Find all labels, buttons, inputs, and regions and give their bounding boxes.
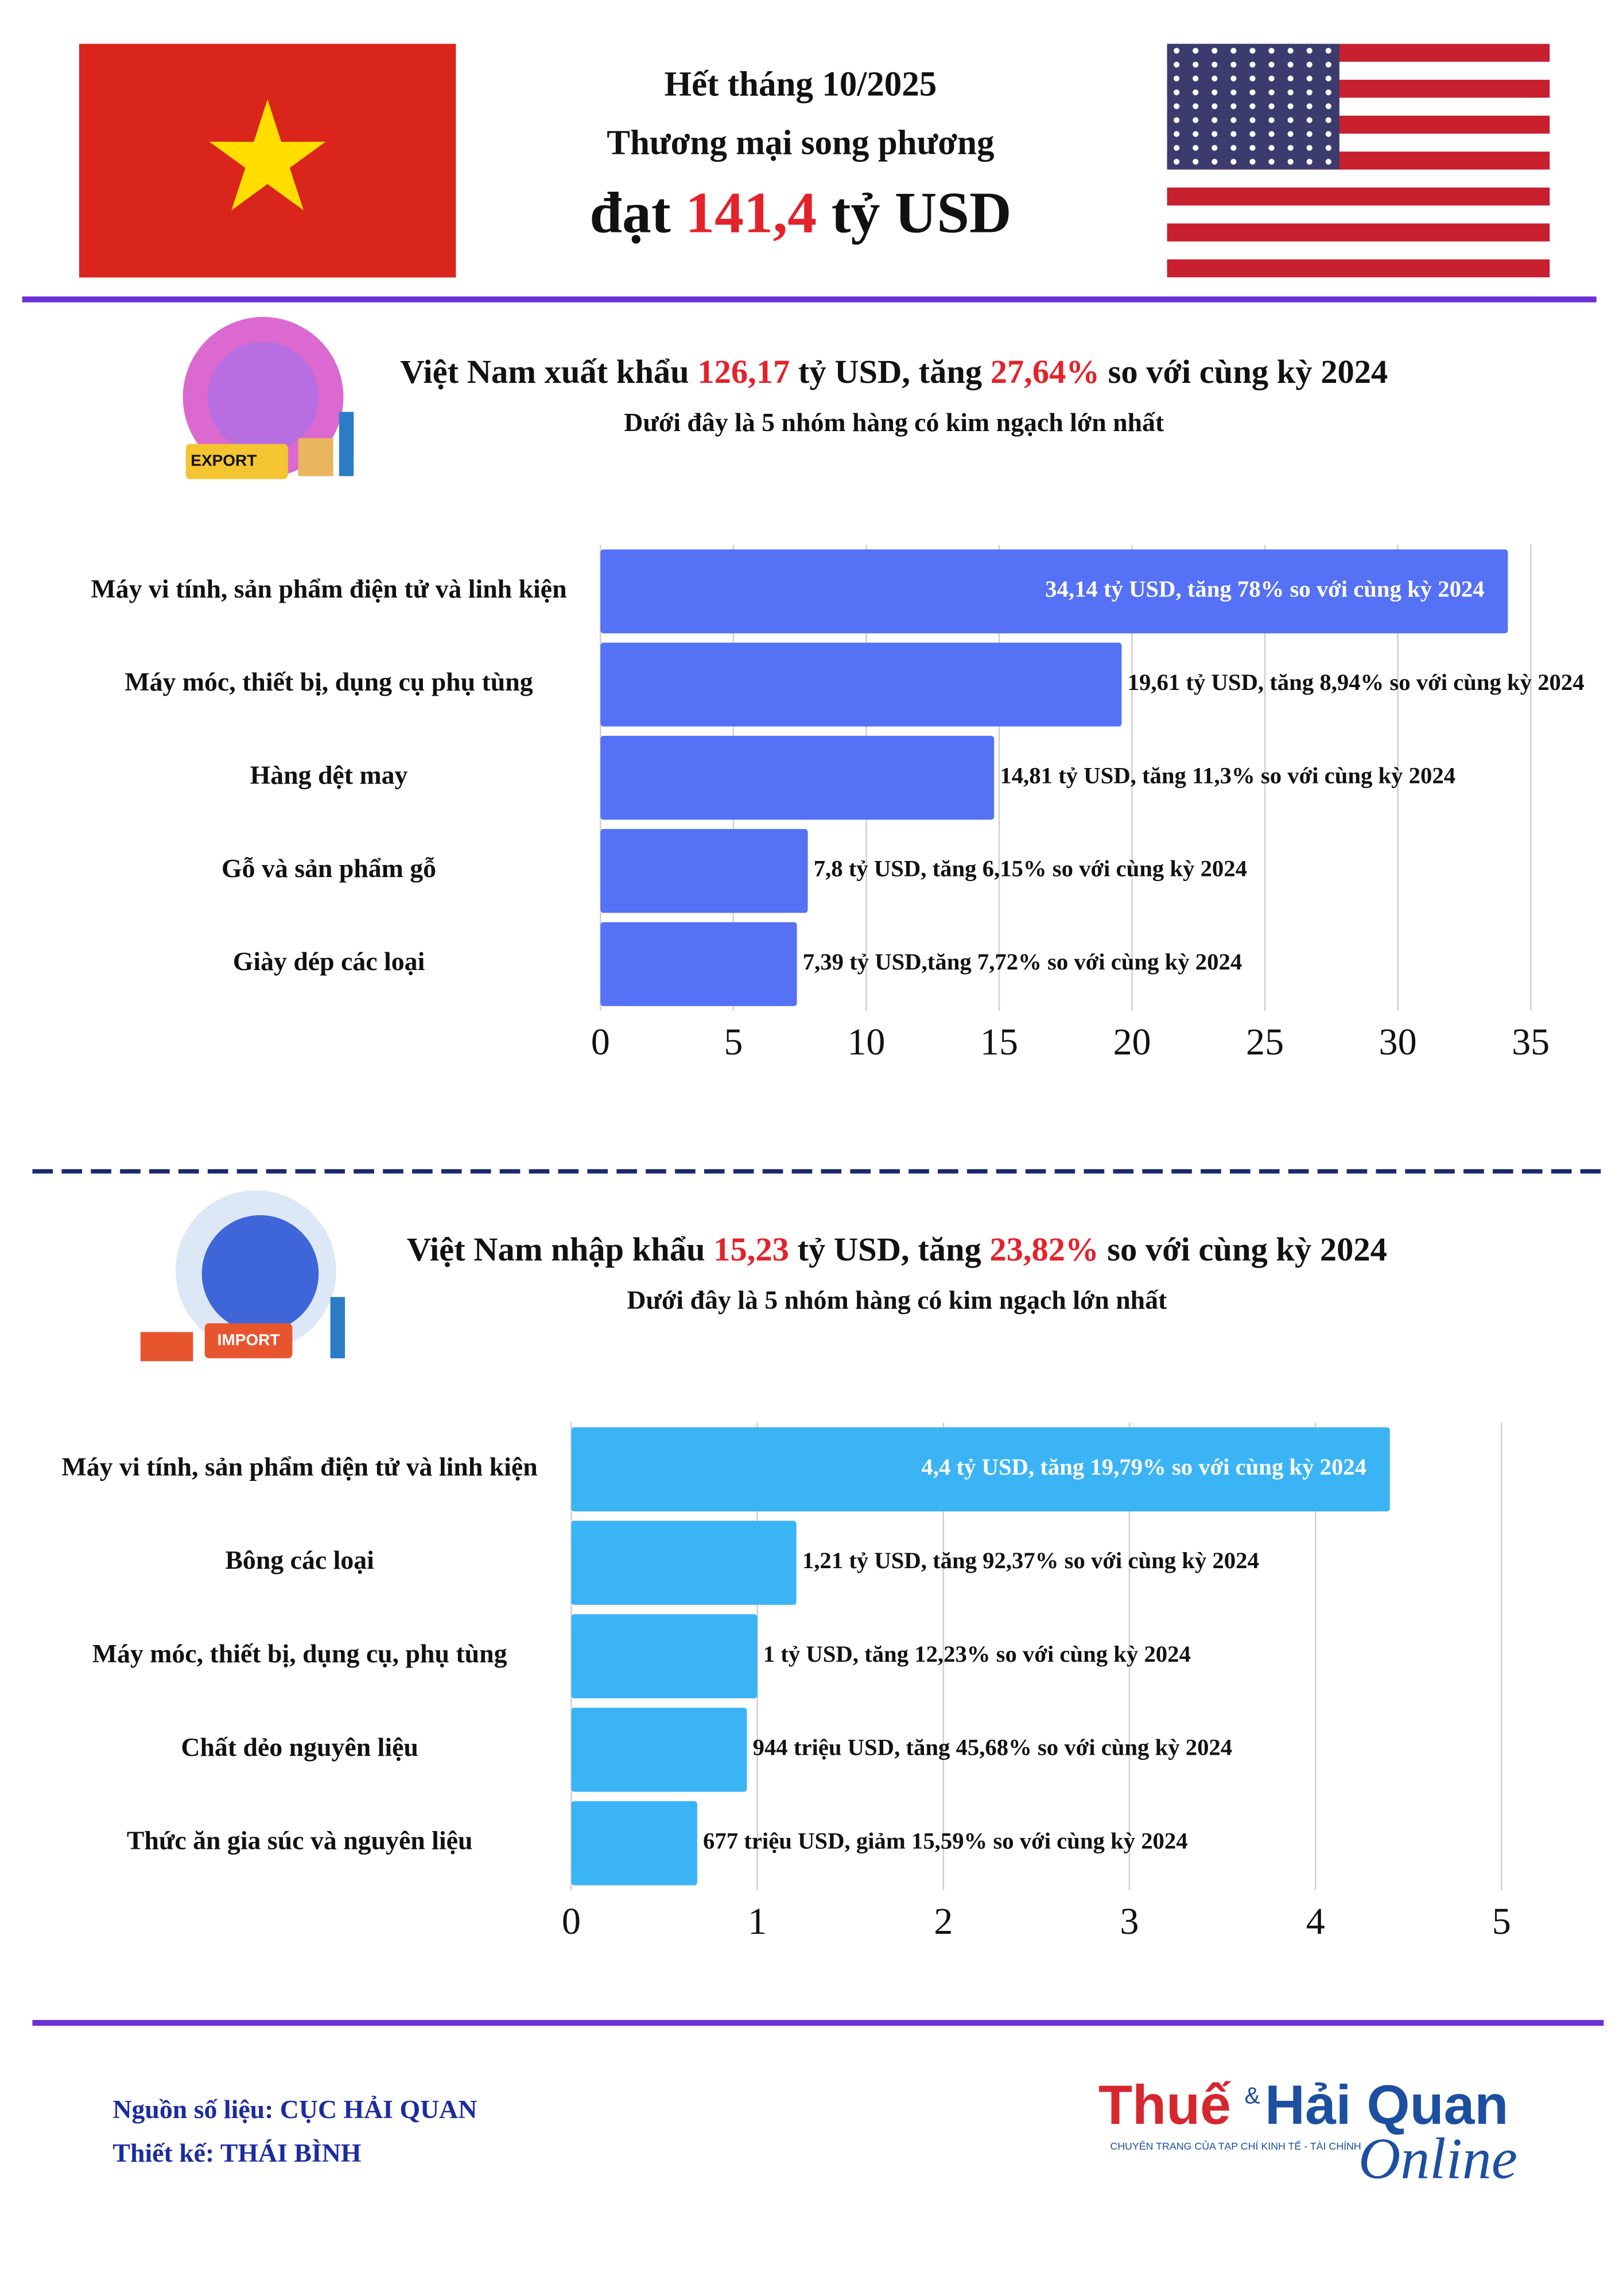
bar — [571, 1614, 758, 1698]
category-label: Gỗ và sản phẩm gỗ — [222, 854, 436, 883]
text: tỷ USD — [832, 181, 1012, 246]
category-label: Máy móc, thiết bị, dụng cụ phụ tùng — [125, 667, 533, 696]
section-title: Việt Nam xuất khẩu 126,17 tỷ USD, tăng 2… — [400, 353, 1388, 390]
logo-text: Online — [1358, 2126, 1517, 2191]
x-tick-label: 2 — [934, 1901, 953, 1942]
x-tick-label: 25 — [1246, 1021, 1284, 1063]
value-label: 19,61 tỷ USD, tăng 8,94% so với cùng kỳ … — [1128, 669, 1585, 695]
category-label: Máy vi tính, sản phẩm điện tử và linh ki… — [91, 574, 566, 603]
bar — [571, 1427, 1390, 1512]
category-label: Giày dép các loại — [233, 947, 425, 976]
value-label: 677 triệu USD, giảm 15,59% so với cùng k… — [703, 1828, 1188, 1854]
value-label: 14,81 tỷ USD, tăng 11,3% so với cùng kỳ … — [1000, 762, 1455, 788]
bar — [600, 829, 808, 913]
x-tick-label: 5 — [724, 1021, 743, 1063]
x-tick-label: 4 — [1306, 1901, 1325, 1942]
highlight: 126,17 — [697, 353, 790, 390]
category-label: Chất dẻo nguyên liệu — [181, 1732, 418, 1762]
import-icon: IMPORT — [140, 1190, 345, 1362]
logo-text: Thuế — [1098, 2074, 1231, 2136]
designer: Thiết kế: THÁI BÌNH — [112, 2138, 361, 2167]
source: Nguồn số liệu: CỤC HẢI QUAN — [112, 2095, 477, 2124]
vietnam-flag — [79, 44, 456, 278]
icon-label: IMPORT — [218, 1331, 280, 1348]
logo-text: & — [1244, 2082, 1260, 2109]
value-label: 4,4 tỷ USD, tăng 19,79% so với cùng kỳ 2… — [921, 1454, 1366, 1480]
category-label: Bông các loại — [225, 1545, 374, 1574]
logo-text: Hải Quan — [1265, 2074, 1508, 2136]
value-label: 7,8 tỷ USD, tăng 6,15% so với cùng kỳ 20… — [814, 856, 1247, 882]
header-line: Thương mại song phương — [607, 123, 994, 162]
highlight: 141,4 — [685, 181, 817, 246]
x-tick-label: 0 — [562, 1901, 581, 1942]
logo-tagline: CHUYÊN TRANG CỦA TẠP CHÍ KINH TẾ - TÀI C… — [1110, 2140, 1361, 2152]
section-title: Việt Nam nhập khẩu 15,23 tỷ USD, tăng 23… — [407, 1231, 1387, 1269]
export-icon: EXPORT — [183, 317, 354, 479]
text: đạt — [589, 181, 670, 246]
value-label: 944 triệu USD, tăng 45,68% so với cùng k… — [753, 1735, 1233, 1760]
x-tick-label: 3 — [1120, 1901, 1139, 1942]
header-line: Hết tháng 10/2025 — [665, 65, 937, 104]
section-subtitle: Dưới đây là 5 nhóm hàng có kim ngạch lớn… — [627, 1285, 1167, 1314]
text: so với cùng kỳ 2024 — [1107, 1231, 1387, 1269]
x-tick-label: 10 — [847, 1021, 885, 1063]
logo: Thuế & Hải Quan CHUYÊN TRANG CỦA TẠP CHÍ… — [1098, 2074, 1517, 2192]
text: so với cùng kỳ 2024 — [1108, 353, 1388, 390]
text: tỷ USD, tăng — [798, 1231, 981, 1269]
category-label: Máy vi tính, sản phẩm điện tử và linh ki… — [62, 1452, 538, 1481]
text: tỷ USD, tăng — [798, 353, 982, 390]
x-tick-label: 5 — [1492, 1901, 1511, 1942]
x-tick-label: 30 — [1379, 1021, 1417, 1063]
icon-label: EXPORT — [191, 451, 257, 469]
highlight: 15,23 — [713, 1231, 789, 1269]
text: Việt Nam nhập khẩu — [407, 1231, 705, 1269]
bar — [600, 735, 995, 820]
text: Việt Nam xuất khẩu — [400, 353, 689, 390]
x-tick-label: 15 — [980, 1021, 1018, 1063]
bar — [571, 1801, 697, 1886]
value-label: 7,39 tỷ USD,tăng 7,72% so với cùng kỳ 20… — [803, 949, 1242, 975]
x-tick-label: 0 — [591, 1021, 610, 1063]
category-label: Máy móc, thiết bị, dụng cụ, phụ tùng — [92, 1639, 507, 1668]
bar — [600, 549, 1508, 634]
value-label: 34,14 tỷ USD, tăng 78% so với cùng kỳ 20… — [1045, 576, 1484, 602]
highlight: 23,82% — [989, 1231, 1098, 1269]
x-tick-label: 1 — [748, 1901, 767, 1942]
x-tick-label: 35 — [1512, 1021, 1550, 1063]
highlight: 27,64% — [991, 353, 1100, 390]
value-label: 1,21 tỷ USD, tăng 92,37% so với cùng kỳ … — [802, 1548, 1259, 1573]
category-label: Thức ăn gia súc và nguyên liệu — [127, 1826, 473, 1855]
bar — [600, 642, 1122, 727]
section-subtitle: Dưới đây là 5 nhóm hàng có kim ngạch lớn… — [624, 408, 1164, 437]
category-label: Hàng dệt may — [250, 760, 408, 789]
bar — [600, 922, 797, 1006]
bar — [571, 1521, 797, 1605]
us-flag — [1167, 44, 1550, 278]
header-headline: đạt 141,4 tỷ USD — [589, 181, 1011, 246]
x-tick-label: 20 — [1113, 1021, 1151, 1063]
value-label: 1 tỷ USD, tăng 12,23% so với cùng kỳ 202… — [763, 1641, 1191, 1667]
bar — [571, 1708, 747, 1792]
